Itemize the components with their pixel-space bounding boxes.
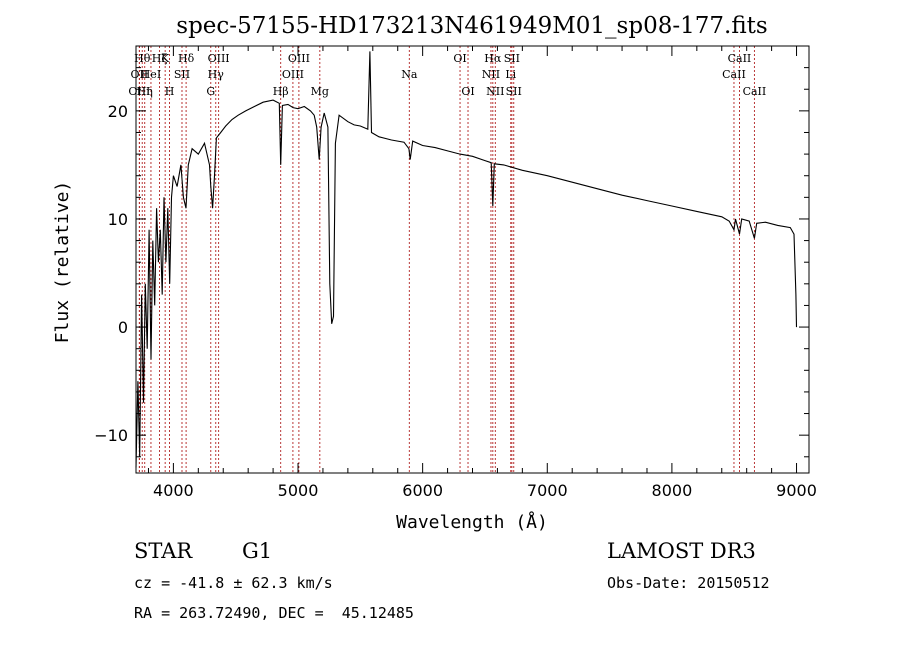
line-label: CaII (722, 68, 746, 81)
x-axis-label: Wavelength (Å) (396, 511, 548, 533)
y-tick-label: 10 (108, 210, 128, 229)
spectrum-line (135, 51, 798, 468)
line-label: OI (461, 85, 474, 98)
line-label: OIII (288, 52, 310, 65)
line-label: NII (482, 68, 500, 81)
line-label: Li (505, 68, 516, 81)
plot-frame (135, 45, 810, 474)
line-label: SII (504, 52, 520, 65)
line-label: OII (131, 68, 149, 81)
line-label: CaII (728, 52, 752, 65)
redshift-readout: cz = -41.8 ± 62.3 km/s (134, 574, 333, 592)
x-tick-label: 4000 (153, 481, 194, 500)
line-label: H (165, 85, 175, 98)
spectral-line-labels: HθOIIOIIIHηHeIHζKHSIIHδGHγOIIIHβOIIIOIII… (128, 52, 766, 98)
line-label: Hβ (273, 85, 289, 98)
line-label: Hθ (134, 52, 151, 65)
line-label: OI (453, 52, 466, 65)
line-label: NII (486, 85, 504, 98)
line-label: SII (506, 85, 522, 98)
line-label: Mg (311, 85, 329, 98)
line-label: K (161, 52, 170, 65)
x-tick-label: 6000 (402, 481, 443, 500)
x-axis-ticks: 4000 5000 6000 7000 8000 9000 (147, 46, 817, 500)
object-class: STAR (134, 539, 193, 563)
line-label: HeI (141, 68, 161, 81)
line-label: Na (401, 68, 418, 81)
line-label: Hη (137, 85, 153, 98)
line-label: Hα (484, 52, 502, 65)
line-label: OIII (128, 85, 150, 98)
line-label: G (206, 85, 215, 98)
y-tick-label: −10 (94, 426, 128, 445)
spectral-line-markers (138, 46, 755, 473)
x-tick-label: 5000 (278, 481, 319, 500)
survey-name: LAMOST DR3 (607, 539, 756, 563)
y-tick-label: 0 (118, 318, 128, 337)
line-label: OIII (282, 68, 304, 81)
line-label: Hζ (152, 52, 168, 65)
line-label: OIII (208, 52, 230, 65)
y-axis-ticks: −10 0 10 20 (94, 67, 809, 458)
y-tick-label: 20 (108, 102, 128, 121)
x-tick-label: 7000 (527, 481, 568, 500)
line-label: SII (174, 68, 190, 81)
x-tick-label: 8000 (652, 481, 693, 500)
line-label: Hδ (178, 52, 195, 65)
line-label: CaII (743, 85, 767, 98)
x-tick-label: 9000 (776, 481, 817, 500)
y-axis-label: Flux (relative) (52, 181, 73, 344)
chart-title: spec-57155-HD173213N461949M01_sp08-177.f… (176, 13, 767, 39)
observation-date: Obs-Date: 20150512 (607, 574, 770, 592)
line-label: Hγ (208, 68, 225, 81)
coordinates-readout: RA = 263.72490, DEC = 45.12485 (134, 604, 414, 622)
object-subclass: G1 (242, 539, 273, 563)
